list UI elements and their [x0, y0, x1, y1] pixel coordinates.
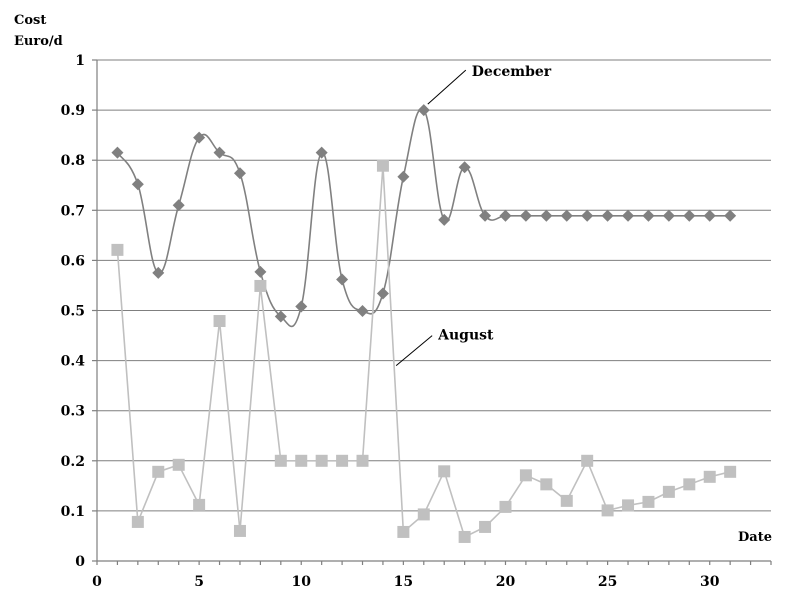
- x-tick-label: 15: [394, 574, 413, 590]
- december-data-point: [458, 161, 471, 174]
- december-series-line: [116, 108, 731, 328]
- august-data-point: [479, 520, 492, 533]
- december-data-point: [417, 104, 430, 117]
- december-data-point: [499, 209, 512, 222]
- series-lines: [116, 108, 731, 539]
- december-data-point: [662, 209, 675, 222]
- december-data-point: [703, 209, 716, 222]
- august-data-point: [417, 508, 430, 521]
- december-data-point: [254, 265, 267, 278]
- august-data-point: [622, 499, 635, 512]
- x-tick-label: 25: [598, 574, 617, 590]
- august-data-point: [131, 515, 144, 528]
- august-leader-line: [395, 335, 433, 366]
- december-data-point: [438, 213, 451, 226]
- august-data-point: [438, 465, 451, 478]
- august-data-point: [193, 498, 206, 511]
- y-tick-label: 0.8: [61, 153, 85, 169]
- december-data-point: [233, 167, 246, 180]
- december-data-point: [172, 199, 185, 212]
- august-data-point: [152, 465, 165, 478]
- december-data-point: [193, 131, 206, 144]
- august-series-line: [116, 165, 731, 539]
- august-data-point: [233, 524, 246, 537]
- august-data-point: [703, 470, 716, 483]
- x-tick-labels: 0 5 10 15 20 25 30: [92, 574, 720, 590]
- december-data-point: [724, 209, 737, 222]
- december-data-point: [315, 146, 328, 159]
- y-tick-label: 0.5: [61, 304, 85, 320]
- august-data-point: [662, 485, 675, 498]
- december-data-point: [519, 209, 532, 222]
- y-tick-label: 0.7: [61, 203, 85, 219]
- december-data-point: [376, 287, 389, 300]
- december-data-point: [642, 209, 655, 222]
- august-data-point: [295, 454, 308, 467]
- series-markers: [111, 104, 737, 543]
- y-tick-label: 0.6: [61, 253, 85, 269]
- august-data-point: [213, 315, 226, 328]
- y-tick-label: 0: [75, 554, 85, 570]
- december-data-point: [683, 209, 696, 222]
- december-data-point: [540, 209, 553, 222]
- august-data-point: [336, 454, 349, 467]
- december-data-point: [397, 170, 410, 183]
- august-data-point: [724, 465, 737, 478]
- august-data-point: [581, 454, 594, 467]
- y-tick-label: 0.3: [61, 404, 85, 420]
- august-data-point: [540, 478, 553, 491]
- december-data-point: [356, 305, 369, 318]
- august-data-point: [356, 454, 369, 467]
- august-data-point: [499, 500, 512, 513]
- august-data-point: [683, 478, 696, 491]
- december-data-point: [560, 209, 573, 222]
- december-data-point: [581, 209, 594, 222]
- y-tick-label: 0.4: [61, 354, 86, 370]
- august-data-point: [519, 469, 532, 482]
- august-data-point: [315, 454, 328, 467]
- y-tick-label: 0.9: [61, 103, 85, 119]
- x-axis-title: Date: [738, 530, 772, 545]
- x-tick-label: 30: [700, 574, 720, 590]
- december-data-point: [152, 266, 165, 279]
- y-tick-label: 0.1: [61, 504, 85, 520]
- y-tick-labels: 0 0.1 0.2 0.3 0.4 0.5 0.6 0.7 0.8 0.9 1: [61, 53, 86, 570]
- december-data-point: [131, 178, 144, 191]
- x-tick-label: 10: [292, 574, 312, 590]
- december-data-point: [336, 273, 349, 286]
- august-data-point: [254, 279, 267, 292]
- december-data-point: [479, 209, 492, 222]
- x-tick-label: 0: [92, 574, 102, 590]
- x-tick-label: 5: [194, 574, 204, 590]
- december-leader-line: [427, 69, 467, 105]
- y-axis-title-line2: Euro/d: [14, 34, 63, 49]
- december-data-point: [622, 209, 635, 222]
- december-data-point: [111, 146, 124, 159]
- december-label: December: [472, 64, 552, 80]
- annotations: December August: [395, 64, 552, 366]
- december-data-point: [295, 300, 308, 313]
- august-data-point: [642, 495, 655, 508]
- august-data-point: [458, 530, 471, 543]
- august-label: August: [437, 328, 494, 344]
- y-tick-label: 0.2: [61, 454, 85, 470]
- x-tick-label: 20: [496, 574, 516, 590]
- december-data-point: [601, 209, 614, 222]
- y-tick-label: 1: [75, 53, 85, 69]
- december-data-point: [274, 310, 287, 323]
- y-axis-title-line1: Cost: [14, 13, 46, 28]
- august-data-point: [274, 454, 287, 467]
- august-data-point: [601, 504, 614, 517]
- august-data-point: [397, 525, 410, 538]
- august-data-point: [376, 159, 389, 172]
- august-data-point: [560, 494, 573, 507]
- august-data-point: [111, 243, 124, 256]
- december-data-point: [213, 146, 226, 159]
- august-data-point: [172, 458, 185, 471]
